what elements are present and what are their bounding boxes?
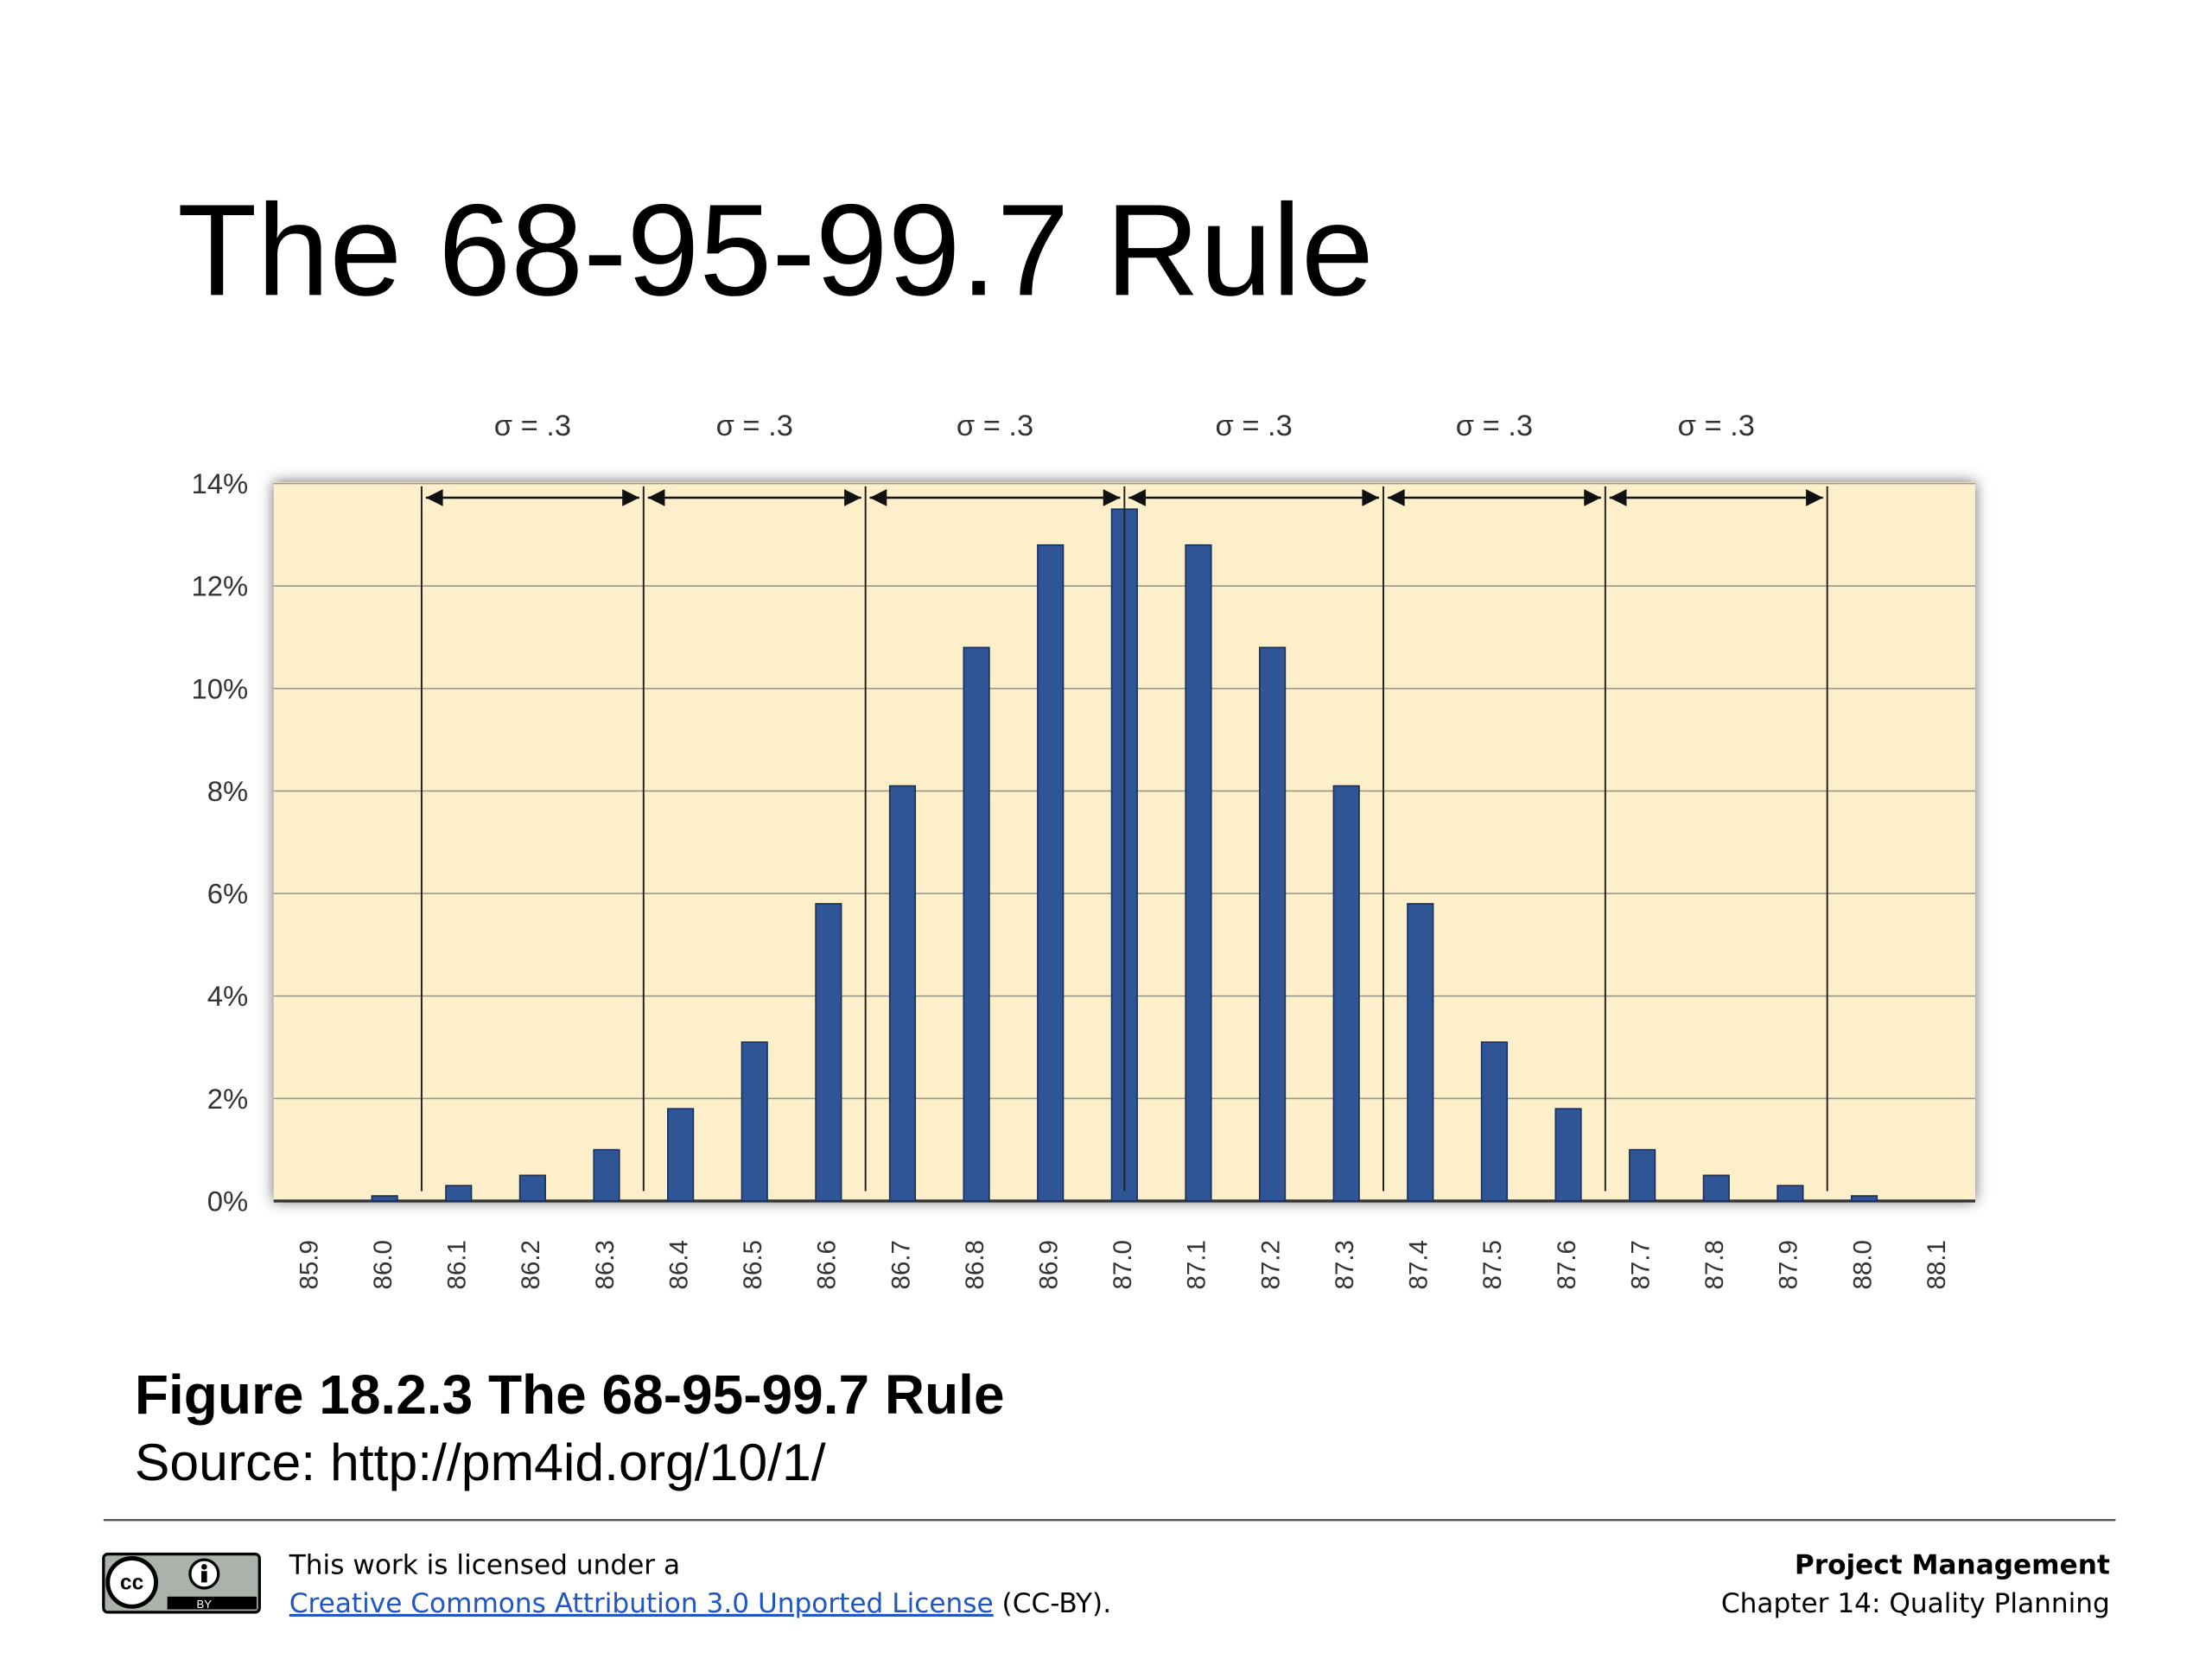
x-tick-label: 87.6 [1553,1240,1581,1289]
sigma-label: σ = .3 [494,410,571,442]
x-tick-label: 87.8 [1700,1240,1729,1289]
bar [888,785,917,1202]
badge-by: BY [197,1598,213,1611]
arrow-head [1128,489,1146,506]
arrow-head [1584,489,1601,506]
x-tick-label: 86.0 [369,1240,397,1289]
bar [963,646,990,1202]
x-tick-label: 88.1 [1923,1240,1951,1289]
y-tick-label: 8% [207,775,248,807]
bar [667,1108,695,1202]
x-tick-label: 87.5 [1478,1240,1507,1289]
x-tick-label: 86.5 [739,1240,767,1289]
x-tick-label: 85.9 [295,1240,323,1289]
bar [1185,543,1212,1202]
sigma-label: σ = .3 [1456,410,1533,442]
sigma-label: σ = .3 [1678,410,1755,442]
figure-caption: Figure 18.2.3 The 68-95-99.7 Rule [135,1363,1005,1426]
bar [1480,1041,1509,1202]
bar [445,1185,473,1202]
x-tick-label: 86.1 [443,1240,472,1289]
bar [1332,785,1360,1202]
bar [1258,646,1287,1202]
chart: 0% 2% 4% 6% 8% 10% 12% 14% 85.9 86.0 86.1 86.2 86.3 8… [191,410,1975,1290]
x-tick-label: 88.0 [1848,1240,1877,1289]
bar [1777,1185,1804,1202]
chapter-name: Chapter 14: Quality Planning [1721,1588,2110,1619]
x-tick-label: 87.9 [1775,1240,1803,1289]
x-tick-label: 87.1 [1183,1240,1211,1289]
x-tick-label: 86.6 [813,1240,842,1289]
bar [1407,903,1434,1202]
cc-badge: cc BY [102,1552,261,1614]
bar [1037,543,1065,1202]
license-suffix: (CC-BY). [1002,1588,1112,1619]
arrow-head [1103,489,1121,506]
bar [593,1148,620,1202]
y-tick-label: 12% [191,570,248,602]
y-tick-label: 0% [207,1185,248,1217]
bar [741,1041,768,1202]
bar [518,1174,546,1202]
arrow-head [1362,489,1380,506]
arrow-head [1387,489,1405,506]
badge-cc: cc [120,1572,143,1595]
arrow-head [869,489,887,506]
y-tick-label: 10% [191,672,248,704]
arrow-head [622,489,639,506]
slide-title: The 68-95-99.7 Rule [177,176,1374,322]
y-tick-label: 6% [207,878,248,910]
x-tick-label: 87.4 [1405,1240,1433,1289]
y-tick-label: 2% [207,1083,248,1115]
arrow-head [425,489,443,506]
license-link[interactable]: Creative Commons Attribution 3.0 Unporte… [289,1588,994,1619]
arrow-head [844,489,861,506]
bar [815,903,842,1202]
x-tick-label: 87.7 [1626,1240,1655,1289]
x-tick-label: 86.2 [517,1240,545,1289]
bar [1554,1108,1582,1202]
x-tick-label: 86.4 [664,1240,693,1289]
course-name: Project Management [1795,1550,2110,1581]
bar [1850,1195,1878,1202]
x-tick-label: 86.7 [887,1240,915,1289]
bar [1702,1174,1730,1202]
arrow-head [1806,489,1823,506]
sigma-label: σ = .3 [716,410,793,442]
license-text: This work is licensed under a [289,1550,680,1581]
bar [371,1195,398,1202]
x-tick-label: 86.8 [961,1240,989,1289]
y-tick-label: 4% [207,980,248,1012]
x-tick-label: 86.3 [591,1240,620,1289]
x-tick-label: 86.9 [1035,1240,1064,1289]
sigma-label: σ = .3 [957,410,1033,442]
arrow-head [647,489,665,506]
bar [1629,1148,1656,1202]
figure-source: Source: http://pm4id.org/10/1/ [135,1433,826,1491]
x-tick-label: 87.3 [1331,1240,1359,1289]
x-tick-label: 87.0 [1109,1240,1137,1289]
arrow-head [1609,489,1627,506]
sigma-label: σ = .3 [1216,410,1293,442]
y-tick-label: 14% [191,467,248,499]
x-tick-label: 87.2 [1256,1240,1285,1289]
